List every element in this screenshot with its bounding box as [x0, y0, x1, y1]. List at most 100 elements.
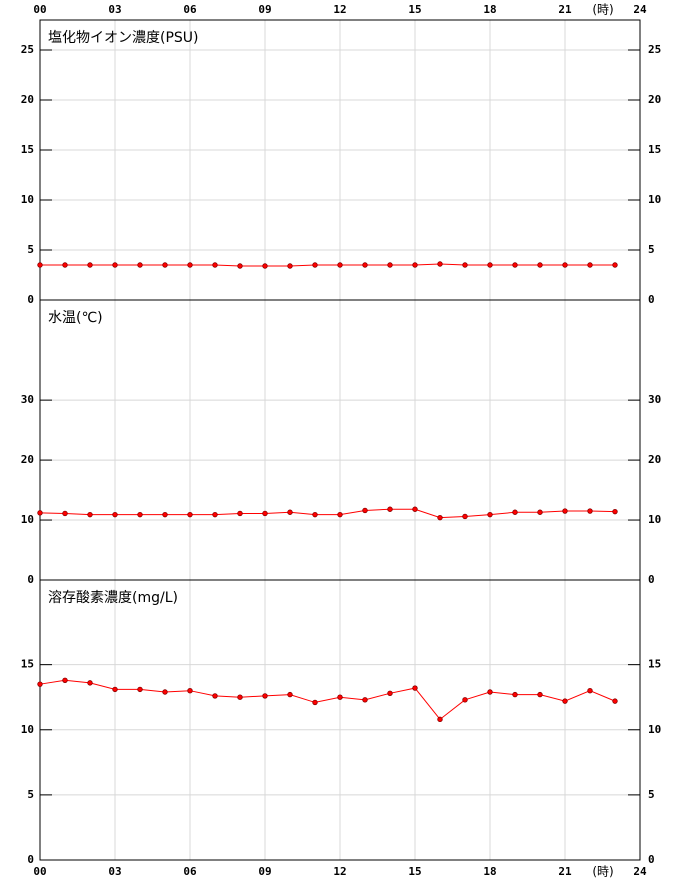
point — [262, 263, 268, 269]
line — [40, 263, 615, 267]
x-tick-label: 12 — [333, 865, 346, 878]
y-tick-label: 25 — [21, 43, 34, 56]
x-tick-label: 18 — [483, 3, 496, 16]
point — [87, 262, 93, 268]
point — [412, 506, 418, 512]
y-tick-label: 0 — [27, 573, 34, 586]
x-tick-label: 12 — [333, 3, 346, 16]
point — [362, 507, 368, 514]
point — [437, 261, 443, 267]
point — [412, 685, 418, 691]
y-tick-label: 25 — [648, 43, 661, 56]
y-tick-label: 20 — [648, 453, 661, 466]
y-tick-label: 20 — [648, 93, 661, 106]
point — [87, 511, 93, 518]
y-tick-label: 10 — [648, 193, 661, 206]
x-tick-label: 06 — [183, 3, 197, 16]
x-tick-label: 21 — [558, 3, 572, 16]
point — [237, 510, 243, 517]
point — [212, 262, 218, 268]
point — [112, 262, 118, 268]
point — [187, 262, 193, 268]
y-tick-label: 5 — [648, 243, 655, 256]
point — [137, 686, 143, 693]
x-tick-label: 21 — [558, 865, 572, 878]
point — [212, 511, 218, 518]
x-tick-label: 09 — [258, 865, 271, 878]
point — [487, 689, 493, 695]
point — [337, 262, 343, 268]
y-tick-label: 30 — [21, 393, 34, 406]
y-tick-label: 20 — [21, 453, 34, 466]
point — [237, 694, 243, 700]
y-tick-label: 10 — [21, 513, 34, 526]
y-tick-label: 5 — [648, 788, 655, 801]
point — [512, 262, 518, 268]
point — [462, 513, 468, 520]
point — [537, 509, 543, 515]
point — [312, 511, 318, 518]
point — [562, 262, 568, 268]
point — [37, 262, 43, 268]
point — [562, 508, 568, 514]
plot-frame — [39, 579, 641, 861]
point — [587, 508, 593, 514]
point — [62, 510, 68, 517]
point — [312, 699, 318, 706]
point — [437, 716, 443, 723]
point — [337, 511, 343, 518]
point — [112, 511, 118, 518]
point — [612, 698, 618, 704]
line — [39, 508, 616, 519]
y-tick-label: 15 — [21, 143, 34, 156]
x-unit-label: (時) — [592, 865, 613, 879]
point — [287, 263, 293, 269]
point — [37, 510, 43, 516]
x-tick-label: 00 — [33, 865, 46, 878]
point — [162, 262, 168, 268]
point — [537, 262, 543, 268]
point — [587, 687, 593, 694]
point — [412, 262, 418, 268]
point — [162, 511, 168, 518]
point — [387, 690, 393, 697]
y-tick-label: 10 — [648, 723, 661, 736]
x-tick-label: 09 — [258, 3, 271, 16]
point — [187, 687, 193, 694]
point — [337, 694, 343, 700]
point — [362, 262, 368, 268]
point — [612, 508, 618, 515]
point — [262, 510, 268, 517]
y-tick-label: 0 — [27, 293, 34, 306]
point — [512, 509, 518, 515]
x-tick-label: 15 — [408, 3, 421, 16]
point — [62, 262, 68, 268]
x-tick-label: 06 — [183, 865, 197, 878]
point — [87, 680, 93, 686]
point — [287, 691, 293, 698]
point — [462, 262, 468, 268]
point — [312, 262, 318, 268]
y-tick-label: 15 — [21, 658, 34, 671]
point — [112, 686, 118, 693]
y-tick-label: 10 — [21, 193, 34, 206]
y-tick-label: 0 — [27, 853, 34, 866]
point — [512, 691, 518, 698]
point — [537, 691, 543, 698]
x-tick-label: 00 — [33, 3, 46, 16]
point — [587, 262, 593, 268]
point — [462, 697, 468, 703]
line — [39, 679, 616, 721]
y-tick-label: 15 — [648, 658, 661, 671]
x-tick-label: 15 — [408, 865, 421, 878]
chart-title: 塩化物イオン濃度(PSU) — [48, 30, 199, 46]
x-tick-label: 18 — [483, 865, 496, 878]
y-tick-label: 0 — [648, 293, 655, 306]
point — [137, 511, 143, 518]
point — [262, 693, 268, 699]
x-tick-label: 03 — [108, 3, 121, 16]
y-tick-label: 10 — [21, 723, 34, 736]
point — [562, 698, 568, 704]
y-tick-label: 0 — [648, 853, 655, 866]
